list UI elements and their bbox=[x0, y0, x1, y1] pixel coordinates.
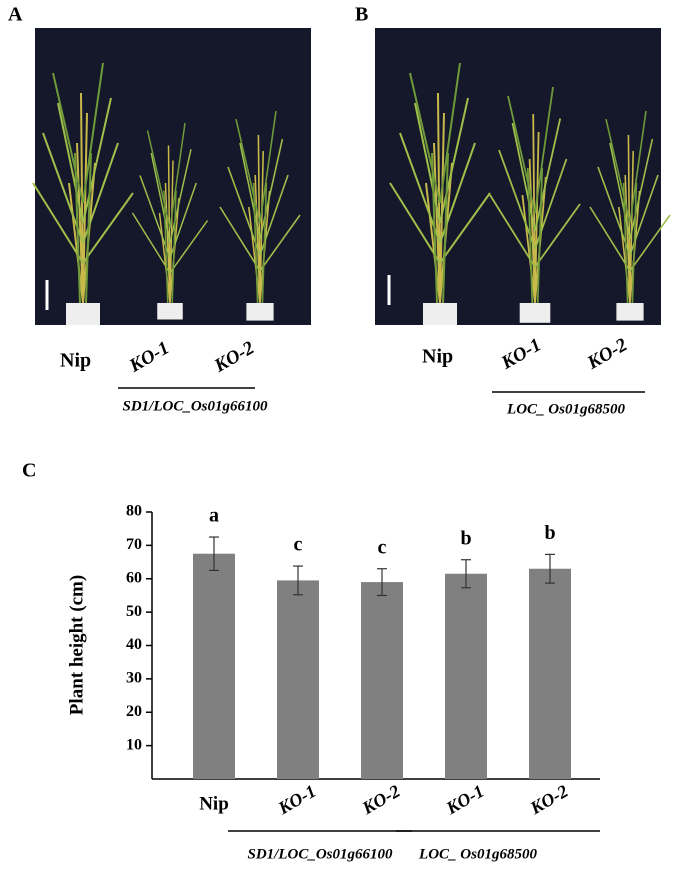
photo-label: KO-1 bbox=[497, 334, 545, 374]
group-label: SD1/LOC_Os01g66100 bbox=[122, 398, 268, 414]
y-axis-label: Plant height (cm) bbox=[66, 575, 87, 715]
group-label: LOC_ Os01g68500 bbox=[506, 401, 625, 417]
bar bbox=[445, 573, 487, 779]
x-tick-label: Nip bbox=[199, 793, 229, 814]
significance-letter: b bbox=[460, 527, 471, 549]
y-tick-label: 80 bbox=[126, 503, 142, 520]
bar bbox=[193, 553, 235, 779]
photo-label: Nip bbox=[422, 346, 453, 368]
bar bbox=[277, 580, 319, 779]
panel-label: B bbox=[355, 4, 368, 26]
x-tick-label: KO-2 bbox=[526, 781, 572, 819]
significance-letter: c bbox=[294, 534, 303, 556]
y-tick-label: 60 bbox=[126, 569, 142, 586]
y-tick-label: 10 bbox=[126, 736, 142, 753]
significance-letter: a bbox=[209, 505, 219, 527]
y-tick-label: 30 bbox=[126, 670, 142, 687]
bar bbox=[361, 582, 403, 779]
y-tick-label: 40 bbox=[126, 636, 142, 653]
x-tick-label: KO-2 bbox=[358, 781, 404, 819]
x-tick-label: KO-1 bbox=[442, 781, 488, 819]
photo-label: Nip bbox=[60, 350, 91, 372]
photo-label: KO-2 bbox=[210, 337, 258, 377]
photo-label: KO-1 bbox=[125, 337, 173, 377]
photo bbox=[375, 28, 661, 325]
group-label: SD1/LOC_Os01g66100 bbox=[247, 846, 393, 862]
panel-label: C bbox=[22, 460, 36, 482]
group-label: LOC_ Os01g68500 bbox=[418, 846, 537, 862]
y-tick-label: 70 bbox=[126, 536, 142, 553]
x-tick-label: KO-1 bbox=[274, 781, 320, 819]
y-tick-label: 20 bbox=[126, 703, 142, 720]
y-tick-label: 50 bbox=[126, 603, 142, 620]
significance-letter: b bbox=[544, 522, 555, 544]
significance-letter: c bbox=[378, 536, 387, 558]
panel-label: A bbox=[8, 4, 23, 26]
bar bbox=[529, 568, 571, 779]
photo-label: KO-2 bbox=[583, 334, 631, 374]
